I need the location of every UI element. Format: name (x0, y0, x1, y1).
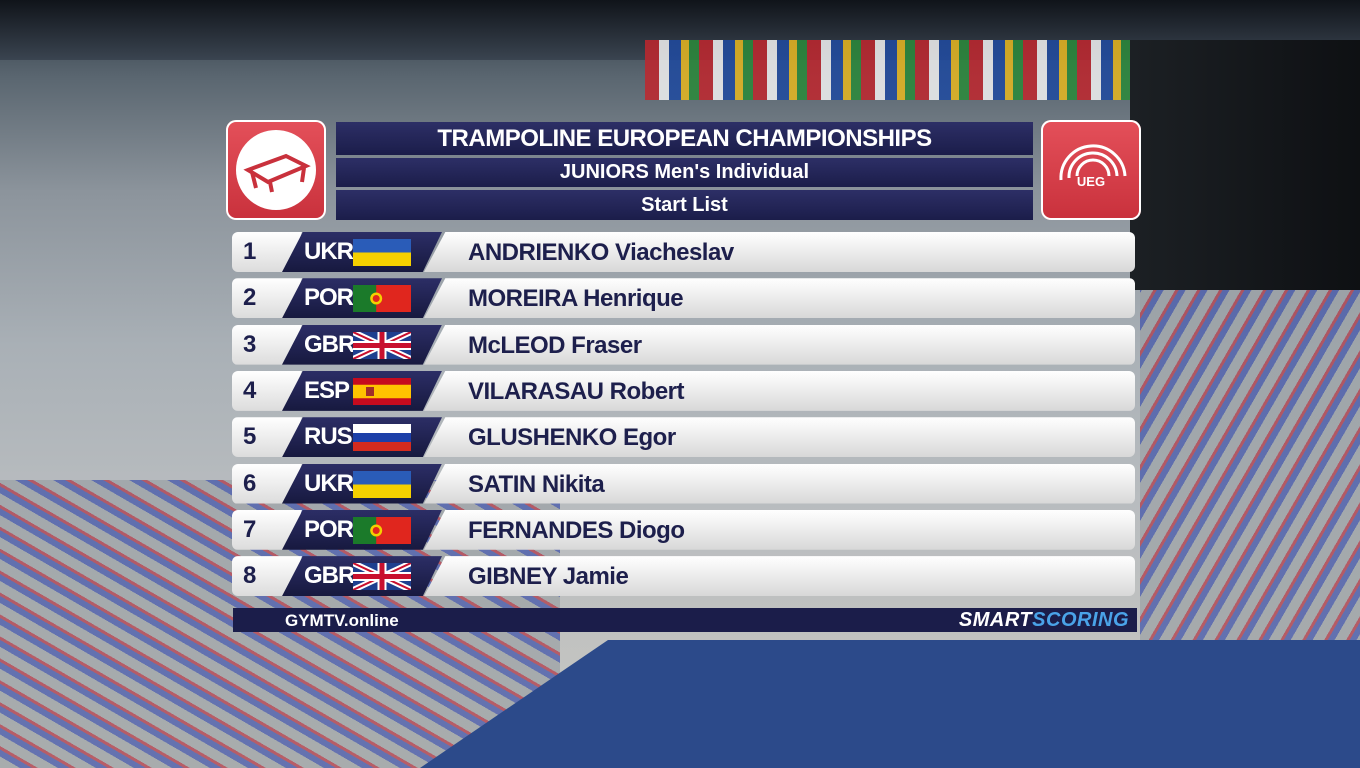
athlete-name: MOREIRA Henrique (424, 278, 1135, 319)
brand-a: SMART (958, 609, 1033, 631)
nation-box: POR (282, 509, 442, 550)
footer-bar: GYMTV.online SMARTSCORING (233, 608, 1137, 632)
nation-code: POR (304, 284, 354, 312)
nation-code: GBR (304, 562, 355, 590)
flag-image (353, 239, 411, 266)
flag-image (353, 516, 411, 544)
athlete-row: 3 GBR McLEOD Fraser (232, 324, 1135, 365)
nation-box: UKR (282, 463, 442, 504)
floor-mat (420, 640, 1360, 768)
nation-code: POR (304, 515, 354, 543)
athlete-name: FERNANDES Diogo (424, 509, 1135, 550)
athlete-name: GLUSHENKO Egor (424, 417, 1135, 458)
flag (353, 424, 411, 456)
athlete-row: 8 GBR GIBNEY Jamie (232, 556, 1135, 597)
flag (353, 516, 411, 549)
flag (351, 328, 413, 364)
athlete-name: GIBNEY Jamie (424, 556, 1135, 597)
athlete-row: 1 UKR ANDRIENKO Viacheslav (232, 232, 1135, 272)
logo-text: UEG (1076, 174, 1106, 189)
brand-b: SCORING (1032, 609, 1129, 631)
athlete-row: 7 POR FERNANDES Diogo (232, 509, 1135, 550)
athlete-name: VILARASAU Robert (424, 370, 1135, 411)
footer-brand: SMARTSCORING (959, 609, 1129, 632)
flag (351, 560, 413, 595)
nation-box: RUS (282, 417, 442, 458)
flag-image (353, 424, 411, 452)
trampoline-icon (236, 130, 316, 210)
arena-wall (1130, 40, 1360, 290)
flag-image (351, 328, 413, 362)
flag (353, 285, 411, 317)
athlete-row: 4 ESP VILARASAU Robert (232, 370, 1135, 411)
ueg-swoosh (1059, 144, 1127, 181)
flag (353, 470, 411, 503)
flag-image (353, 470, 411, 498)
athlete-name: ANDRIENKO Viacheslav (424, 232, 1135, 272)
list-title: Start List (336, 190, 1033, 220)
nation-box: UKR (282, 232, 442, 272)
athlete-row: 2 POR MOREIRA Henrique (232, 278, 1135, 319)
nation-code: GBR (304, 330, 355, 358)
athlete-row: 6 UKR SATIN Nikita (232, 463, 1135, 504)
nation-box: ESP (282, 370, 442, 411)
trampoline-logo (226, 120, 326, 220)
ueg-logo: UEG (1041, 120, 1141, 220)
flag-image (351, 560, 413, 593)
nation-code: UKR (304, 469, 354, 497)
nation-box: GBR (282, 324, 442, 365)
flag-image (353, 285, 411, 313)
athlete-name: SATIN Nikita (424, 463, 1135, 504)
nation-code: ESP (304, 376, 350, 404)
nation-box: GBR (282, 556, 442, 597)
nation-code: UKR (304, 238, 354, 265)
flag (353, 239, 411, 271)
flag-image (353, 377, 411, 405)
athlete-row: 5 RUS GLUSHENKO Egor (232, 417, 1135, 458)
nation-box: POR (282, 278, 442, 319)
subtitle: JUNIORS Men's Individual (336, 158, 1033, 187)
footer-site: GYMTV.online (285, 611, 399, 630)
athlete-name: McLEOD Fraser (424, 324, 1135, 365)
flag (353, 377, 411, 410)
title: TRAMPOLINE EUROPEAN CHAMPIONSHIPS (336, 122, 1033, 155)
nation-code: RUS (304, 423, 353, 451)
